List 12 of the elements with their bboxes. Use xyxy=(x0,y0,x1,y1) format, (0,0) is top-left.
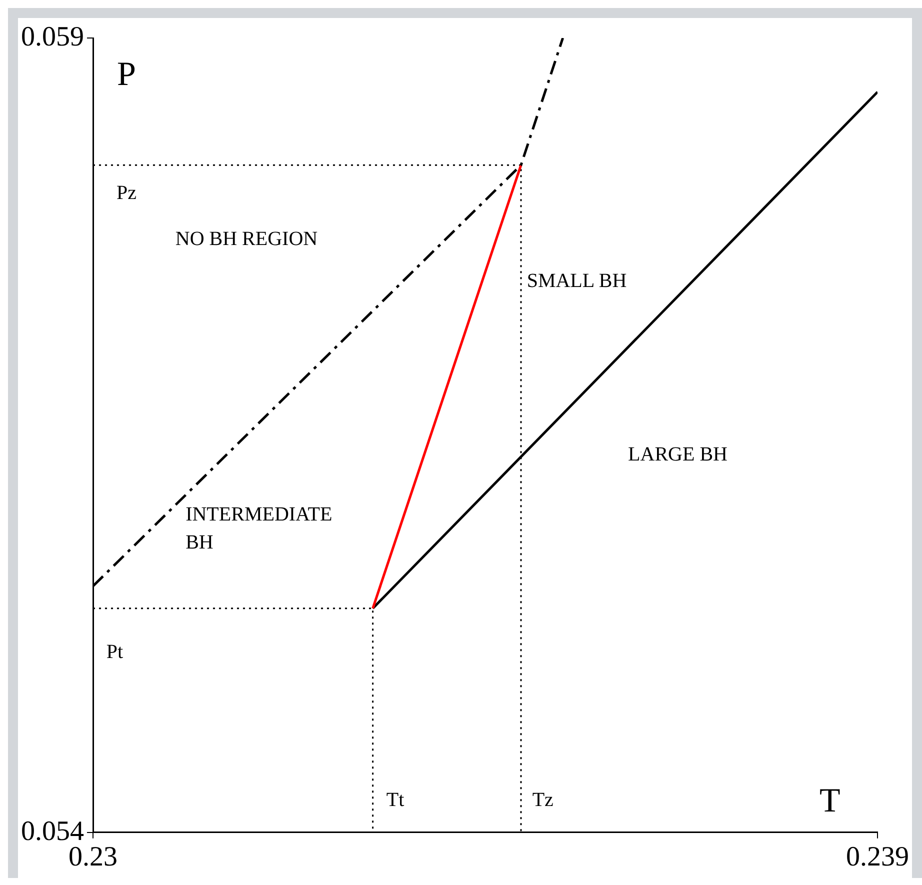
y-tick-label: 0.059 xyxy=(21,21,84,52)
annotation: Tt xyxy=(386,788,405,811)
annotation: INTERMEDIATE BH xyxy=(186,504,332,554)
x-tick-label: 0.239 xyxy=(846,842,909,873)
annotation: Pt xyxy=(106,641,124,664)
annotation: Pz xyxy=(116,182,137,204)
y-axis-title: P xyxy=(117,56,136,93)
annotation: Tz xyxy=(532,788,554,811)
annotation: SMALL BH xyxy=(526,270,627,292)
annotation: NO BH REGION xyxy=(175,228,318,250)
x-axis-title: T xyxy=(820,782,840,820)
annotation: LARGE BH xyxy=(628,443,728,466)
